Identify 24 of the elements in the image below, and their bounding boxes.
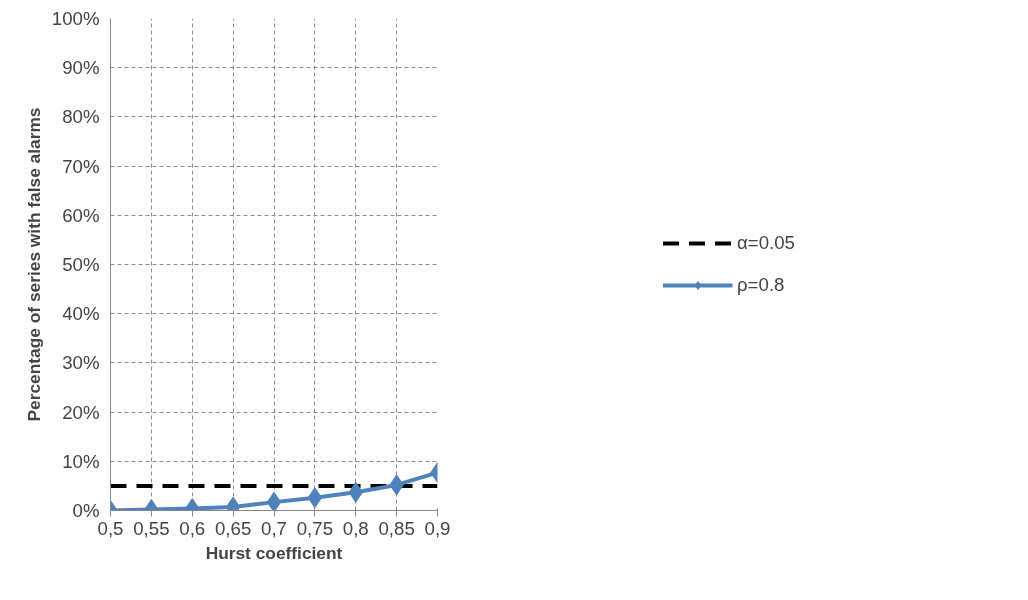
x-tick-label: 0,65 (214, 517, 252, 539)
y-tick-label: 10% (62, 450, 100, 472)
y-axis-title: Percentage of series with false alarms (23, 107, 44, 422)
x-tick-label: 0,7 (261, 517, 287, 539)
legend-label: α=0.05 (737, 232, 795, 254)
x-tick-label: 0,9 (424, 517, 451, 539)
x-tick-label: 0,75 (296, 517, 334, 539)
y-tick-label: 50% (62, 254, 100, 275)
y-tick-label: 100% (51, 8, 100, 29)
y-tick-label: 40% (62, 303, 100, 325)
y-tick-label: 20% (62, 401, 100, 423)
y-tick-label: 0% (72, 500, 100, 521)
y-tick-label: 30% (62, 352, 100, 374)
y-tick-label: 60% (62, 204, 100, 226)
x-axis-title: Hurst coefficient (205, 542, 343, 563)
y-tick-label: 70% (62, 155, 100, 177)
y-tick-label: 90% (62, 57, 100, 79)
x-tick-label: 0,5 (97, 517, 124, 539)
legend-label: ρ=0.8 (737, 274, 785, 296)
x-tick-label: 0,85 (378, 517, 415, 539)
x-tick-label: 0,8 (342, 517, 369, 539)
x-tick-label: 0,55 (133, 517, 170, 539)
y-tick-label: 80% (62, 106, 100, 128)
x-tick-label: 0,6 (179, 517, 206, 539)
